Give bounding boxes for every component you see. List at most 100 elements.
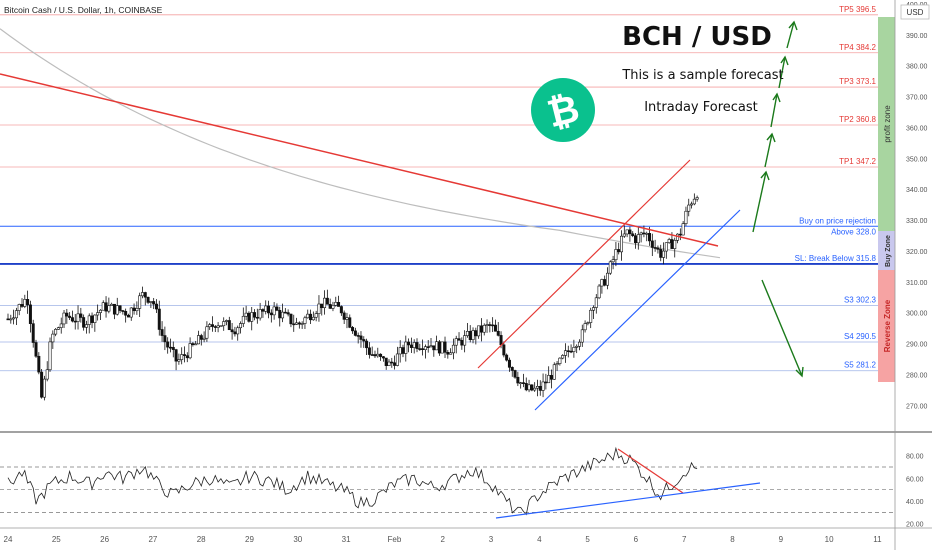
candle-body <box>628 229 632 235</box>
candle-body <box>269 312 273 316</box>
candle-body <box>331 305 335 309</box>
candle-body <box>673 240 677 249</box>
candle-body <box>191 343 195 346</box>
candle-body <box>199 335 203 340</box>
candle-body <box>42 378 46 398</box>
candle-body <box>320 303 324 309</box>
candle-body <box>82 317 86 328</box>
candle-body <box>96 312 100 316</box>
candle-body <box>56 327 60 330</box>
candle-body <box>348 317 352 328</box>
candle-body <box>28 304 32 324</box>
candle-body <box>295 322 299 325</box>
candle-body <box>381 356 385 359</box>
candle-body <box>645 233 649 235</box>
candle-body <box>17 304 21 311</box>
candle-body <box>166 341 170 348</box>
candle-body <box>26 299 30 306</box>
level-label: TP4 384.2 <box>839 43 876 52</box>
candle-body <box>317 303 321 315</box>
candle-body <box>180 354 184 360</box>
candle-body <box>309 313 313 321</box>
candle-body <box>395 353 399 366</box>
time-tick-label: 24 <box>4 535 13 544</box>
candle-body <box>112 303 116 315</box>
candle-body <box>482 324 486 333</box>
candle-body <box>255 316 259 319</box>
candle-body <box>530 384 534 391</box>
time-tick-label: 10 <box>825 535 834 544</box>
candle-body <box>154 303 158 310</box>
candle-body <box>563 350 567 356</box>
candle-body <box>311 316 315 321</box>
candle-body <box>283 311 287 314</box>
candle-body <box>328 303 332 309</box>
candle-body <box>477 325 481 337</box>
price-tick-label: 270.00 <box>906 403 928 410</box>
candle-body <box>527 384 531 391</box>
buy-zone <box>878 231 895 270</box>
candle-body <box>370 354 374 356</box>
rsi-blue-trendline <box>495 482 761 519</box>
candle-body <box>535 386 539 389</box>
candle-body <box>20 304 24 307</box>
price-tick-label: 280.00 <box>906 372 928 379</box>
candle-body <box>617 249 621 253</box>
usd-badge-label: USD <box>907 8 924 17</box>
candle-body <box>272 306 276 316</box>
candle-body <box>90 315 94 323</box>
candle-body <box>275 306 279 311</box>
candle-body <box>404 341 408 354</box>
candle-body <box>236 327 240 335</box>
candle-body <box>185 355 189 359</box>
candle-body <box>415 342 419 349</box>
candle-body <box>510 367 514 371</box>
candle-body <box>216 325 220 328</box>
candle-body <box>163 335 167 343</box>
price-tick-label: 390.00 <box>906 33 928 40</box>
candle-body <box>140 292 144 297</box>
candle-body <box>446 352 450 355</box>
candle-body <box>12 317 16 320</box>
candle-body <box>678 233 682 236</box>
candle-body <box>648 233 652 242</box>
candle-body <box>488 324 492 326</box>
candle-body <box>34 342 38 357</box>
candle-body <box>337 302 341 307</box>
up-arrow-5 <box>786 21 795 49</box>
candle-body <box>334 302 338 306</box>
candle-body <box>566 350 570 352</box>
candle-body <box>575 345 579 348</box>
candle-body <box>62 312 66 325</box>
candle-body <box>636 234 640 244</box>
candle-body <box>51 333 55 343</box>
candle-body <box>463 335 467 346</box>
candle-body <box>656 247 660 250</box>
candle-body <box>505 354 509 361</box>
candle-body <box>107 305 111 312</box>
candle-body <box>213 326 217 328</box>
candle-body <box>174 349 178 362</box>
candle-body <box>300 323 304 325</box>
candle-body <box>591 307 595 311</box>
candle-body <box>454 338 458 346</box>
up-arrow-1 <box>752 171 767 233</box>
candle-body <box>157 308 161 330</box>
forecast-title: BCH / USD <box>622 22 772 52</box>
candle-body <box>31 323 35 343</box>
candle-body <box>118 305 122 311</box>
candle-body <box>485 324 489 326</box>
candle-body <box>48 341 52 371</box>
level-label: S3 302.3 <box>844 296 877 305</box>
candle-body <box>625 229 629 235</box>
candle-body <box>345 317 349 320</box>
candle-body <box>202 337 206 340</box>
candle-body <box>544 381 548 384</box>
candle-body <box>401 347 405 354</box>
blue-channel-line <box>534 209 741 411</box>
time-axis: 24 25 26 27 28 29 30 31 Feb 2 3 4 5 6 7 8 9 10 11 <box>4 535 883 544</box>
candle-body <box>70 317 74 322</box>
candle-body <box>561 355 565 359</box>
candle-body <box>230 329 234 333</box>
candle-body <box>241 315 245 324</box>
